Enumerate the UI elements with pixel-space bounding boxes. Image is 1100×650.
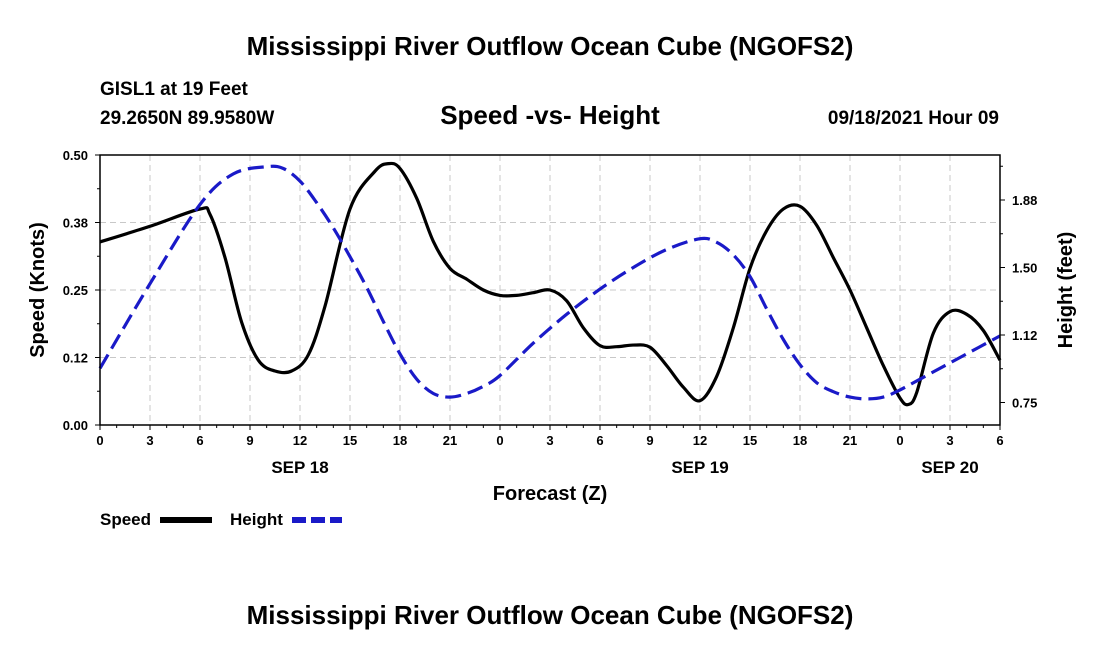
x-tick-label: 9 [646,433,653,448]
x-tick-label: 15 [343,433,357,448]
x-tick-label: 21 [443,433,457,448]
x-tick-label: 6 [996,433,1003,448]
legend-speed-label: Speed [100,510,151,529]
legend: Speed Height [100,510,342,529]
x-axis-label: Forecast (Z) [493,483,607,505]
x-tick-label: 6 [596,433,603,448]
x-tick-label: 9 [246,433,253,448]
date-label: SEP 19 [671,458,728,477]
date-label: SEP 20 [921,458,978,477]
series-layer [98,161,1002,407]
x-tick-label: 21 [843,433,857,448]
x-tick-label: 0 [496,433,503,448]
chart-timestamp: 09/18/2021 Hour 09 [828,108,999,129]
x-tick-label: 18 [793,433,807,448]
left-tick-label: 0.25 [63,283,88,298]
right-tick-label: 0.75 [1012,396,1037,411]
chart-title: Mississippi River Outflow Ocean Cube (NG… [247,31,854,61]
left-tick-label: 0.50 [63,148,88,163]
x-tick-label: 12 [693,433,707,448]
left-tick-label: 0.12 [63,351,88,366]
height-series-line [98,164,1001,401]
x-tick-label: 18 [393,433,407,448]
footer-title: Mississippi River Outflow Ocean Cube (NG… [247,600,854,630]
x-tick-label: 3 [546,433,553,448]
left-tick-label: 0.00 [63,418,88,433]
x-tick-label: 3 [146,433,153,448]
left-axis-label: Speed (Knots) [27,222,49,358]
x-tick-label: 15 [743,433,757,448]
x-tick-label: 6 [196,433,203,448]
station-coords: 29.2650N 89.9580W [100,108,274,129]
chart-subtitle: Speed -vs- Height [440,100,660,130]
right-tick-label: 1.12 [1012,328,1037,343]
x-tick-label: 0 [896,433,903,448]
date-label: SEP 18 [271,458,328,477]
axis-ticks: 0 3 6 9 12 15 18 21 0 3 6 9 12 15 18 21 0 3 6 SEP 18 SEP 19 S… [63,148,1038,477]
right-tick-label: 1.50 [1012,261,1037,276]
x-tick-label: 12 [293,433,307,448]
right-tick-label: 1.88 [1012,193,1037,208]
speed-series-line [99,161,1002,407]
x-tick-label: 3 [946,433,953,448]
x-tick-label: 0 [96,433,103,448]
right-axis-label: Height (feet) [1055,232,1077,349]
legend-height-label: Height [230,510,283,529]
left-tick-label: 0.38 [63,216,88,231]
station-name: GISL1 at 19 Feet [100,79,249,100]
